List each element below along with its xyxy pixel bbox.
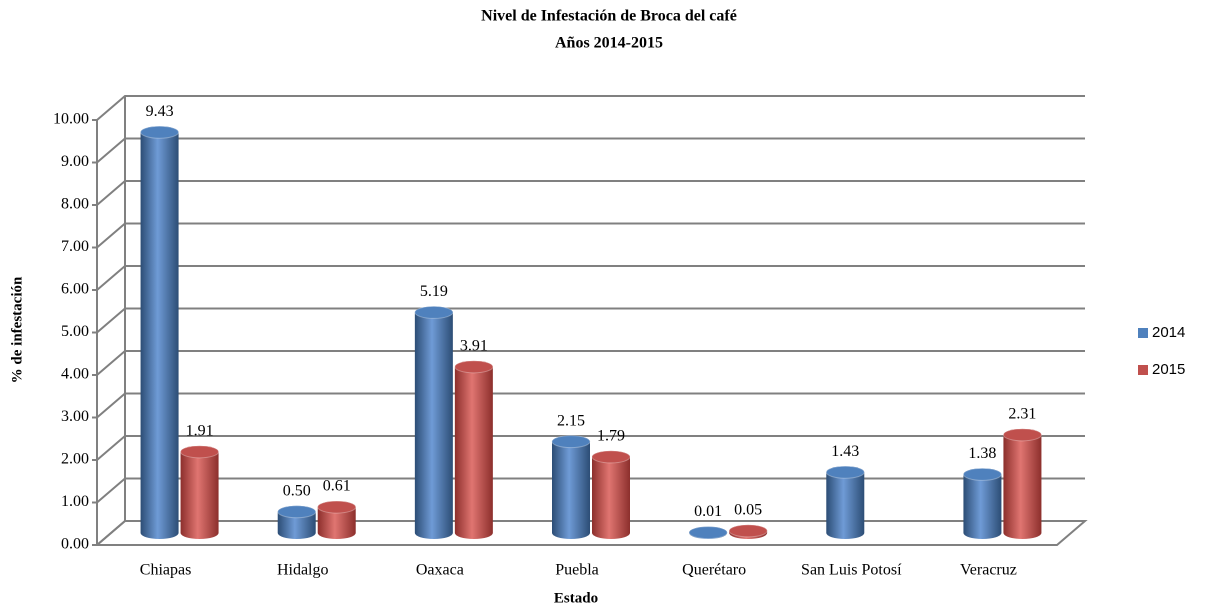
grid-line [96, 180, 1085, 206]
bar-top [591, 450, 631, 464]
data-label: 0.61 [323, 478, 351, 495]
y-tick-label: 2.00 [61, 451, 89, 468]
data-label: 9.43 [146, 103, 174, 120]
y-tick-label: 5.00 [61, 323, 89, 340]
bar [826, 466, 865, 539]
grid-line [96, 265, 1085, 291]
grid-line [96, 137, 1085, 164]
bar-top [962, 467, 1002, 481]
data-label: 1.43 [831, 443, 859, 460]
bar-top [180, 445, 220, 459]
y-tick-label: 4.00 [61, 366, 89, 383]
bar-top [551, 435, 591, 449]
chart-subtitle: Años 2014-2015 [555, 35, 663, 52]
bar [454, 360, 493, 539]
x-tick-label: Querétaro [682, 562, 746, 579]
grid-line [96, 95, 1085, 121]
x-tick-label: Veracruz [960, 562, 1017, 579]
grid-line [96, 520, 1085, 546]
bar-top [1002, 428, 1042, 442]
data-label: 2.31 [1008, 405, 1036, 422]
x-tick-label: Hidalgo [277, 562, 329, 579]
bar-top [414, 305, 454, 319]
y-tick-label: 6.00 [61, 281, 89, 298]
data-label: 1.79 [597, 428, 625, 445]
data-label: 5.19 [420, 283, 448, 300]
legend-label: 2014 [1152, 324, 1185, 341]
chart-title: Nivel de Infestación de Broca del café [481, 8, 737, 25]
y-tick-label: 9.00 [61, 153, 89, 170]
x-tick-label: Oaxaca [416, 562, 464, 579]
bar-top [728, 524, 768, 538]
y-tick-label: 0.00 [61, 536, 89, 553]
grid-line [96, 350, 1085, 376]
bar-top [140, 125, 180, 139]
grid-line [96, 392, 1085, 419]
y-tick-label: 3.00 [61, 408, 89, 425]
bar [140, 126, 179, 540]
bar [552, 435, 590, 539]
bar-top [277, 505, 317, 519]
bar [414, 306, 453, 539]
y-tick-label: 8.00 [61, 196, 89, 213]
data-label: 0.05 [734, 502, 762, 519]
data-label: 0.50 [283, 482, 311, 499]
bar-top [454, 360, 494, 374]
bar-top [688, 526, 728, 540]
data-label: 1.38 [968, 445, 996, 462]
y-axis-label: % de infestación [9, 276, 25, 383]
legend-swatch [1138, 365, 1148, 375]
grid-line [96, 222, 1085, 249]
data-label: 3.91 [460, 337, 488, 354]
grid-line [96, 435, 1085, 461]
grid-line [96, 307, 1085, 334]
x-tick-label: Puebla [555, 562, 599, 579]
bar [592, 450, 630, 539]
bar [180, 445, 219, 539]
x-axis-label: Estado [554, 590, 598, 606]
bar-top [317, 500, 357, 514]
floor [94, 520, 1088, 546]
legend-label: 2015 [1152, 361, 1185, 378]
data-label: 0.01 [694, 503, 722, 520]
legend-swatch [1138, 328, 1148, 338]
bar-top [825, 465, 865, 479]
y-tick-label: 7.00 [61, 238, 89, 255]
bar [1003, 428, 1042, 539]
data-label: 1.91 [186, 422, 214, 439]
x-tick-label: San Luis Potosí [801, 562, 902, 579]
bar [963, 468, 1002, 539]
y-tick-label: 1.00 [61, 493, 89, 510]
data-label: 2.15 [557, 412, 585, 429]
y-tick-label: 10.00 [53, 111, 89, 128]
x-tick-label: Chiapas [140, 562, 192, 579]
grid-line [96, 477, 1085, 504]
